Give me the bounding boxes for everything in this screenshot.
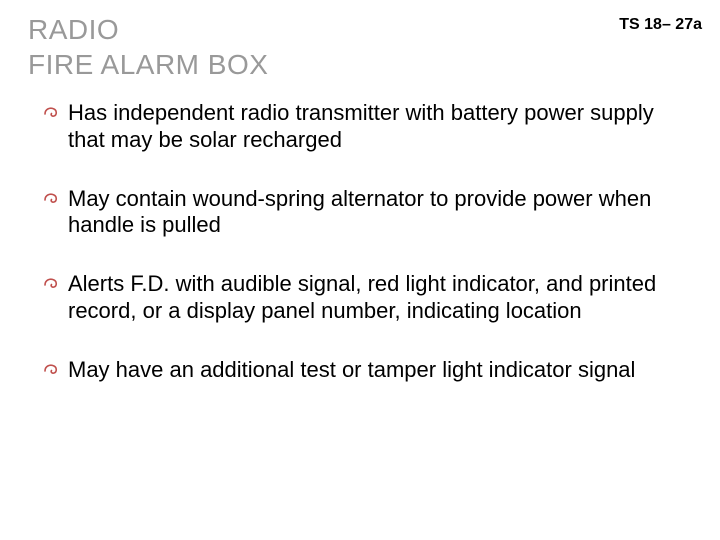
bullet-item: May contain wound-spring alternator to p… bbox=[44, 186, 692, 240]
bullet-text: Has independent radio transmitter with b… bbox=[68, 100, 654, 152]
title-line-1: RADIO bbox=[28, 14, 119, 45]
page-code: TS 18– 27a bbox=[619, 16, 702, 34]
bullet-item: Has independent radio transmitter with b… bbox=[44, 100, 692, 154]
swirl-icon bbox=[42, 275, 60, 293]
bullet-item: Alerts F.D. with audible signal, red lig… bbox=[44, 271, 692, 325]
bullet-text: May have an additional test or tamper li… bbox=[68, 357, 635, 382]
bullet-item: May have an additional test or tamper li… bbox=[44, 357, 692, 384]
swirl-icon bbox=[42, 361, 60, 379]
slide-title: RADIO FIRE ALARM BOX bbox=[28, 12, 692, 82]
swirl-icon bbox=[42, 190, 60, 208]
bullet-text: May contain wound-spring alternator to p… bbox=[68, 186, 651, 238]
swirl-icon bbox=[42, 104, 60, 122]
header: TS 18– 27a RADIO FIRE ALARM BOX bbox=[0, 0, 720, 92]
bullet-text: Alerts F.D. with audible signal, red lig… bbox=[68, 271, 656, 323]
title-line-2: FIRE ALARM BOX bbox=[28, 49, 268, 80]
bullet-list: Has independent radio transmitter with b… bbox=[0, 92, 720, 384]
